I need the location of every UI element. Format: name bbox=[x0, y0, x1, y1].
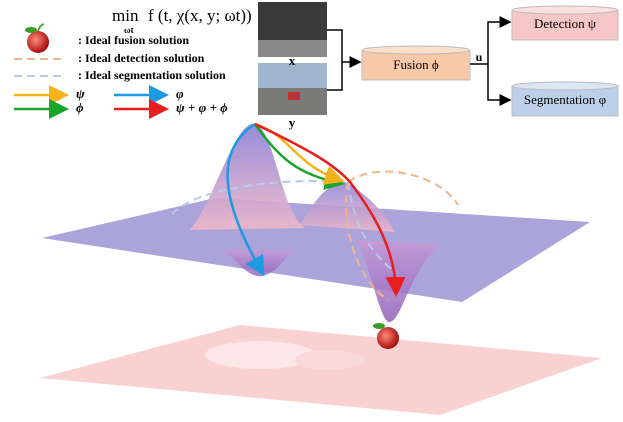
input-arrows bbox=[327, 30, 360, 90]
formula-operator: min bbox=[112, 6, 139, 25]
legend-solution: : Ideal segmentation solution bbox=[78, 68, 226, 82]
figure: min ωt f (t, χ(x, y; ωt)) : Ideal fusion… bbox=[0, 0, 623, 417]
formula-body: f (t, χ(x, y; ωt)) bbox=[148, 6, 252, 25]
edge-label: u bbox=[476, 50, 483, 64]
legend-label: ψ bbox=[76, 86, 85, 101]
legend-label: φ bbox=[176, 86, 184, 101]
input-label: x bbox=[289, 53, 296, 68]
segmentation-label: Segmentation φ bbox=[524, 92, 606, 107]
visible-car bbox=[288, 92, 300, 100]
legend-label: ψ + φ + ϕ bbox=[176, 100, 228, 115]
projection-blob bbox=[205, 341, 315, 369]
apple-icon bbox=[25, 24, 49, 53]
projection-plane bbox=[40, 325, 602, 415]
legend-label: ϕ bbox=[76, 100, 84, 115]
legend-solution: : Ideal fusion solution bbox=[78, 33, 189, 47]
fusion-label: Fusion ϕ bbox=[393, 57, 439, 72]
input-label: y bbox=[289, 115, 296, 130]
legend-solution: : Ideal detection solution bbox=[78, 51, 205, 65]
projection-blob bbox=[295, 350, 365, 370]
detection-label: Detection ψ bbox=[534, 16, 596, 31]
